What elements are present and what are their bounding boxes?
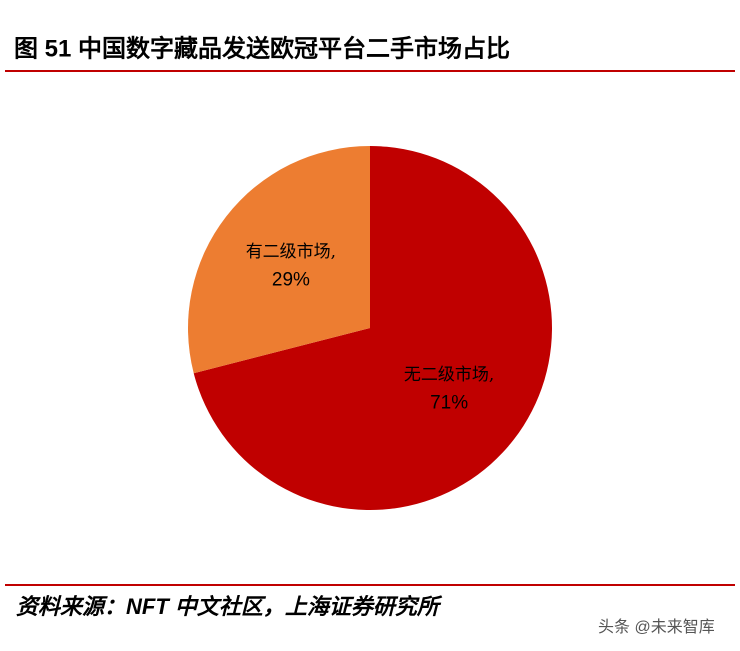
slice-label: 无二级市场, bbox=[404, 365, 494, 385]
slice-value-label: 71% bbox=[430, 392, 468, 413]
slice-value-label: 29% bbox=[272, 270, 310, 291]
source-note: 资料来源：NFT 中文社区，上海证券研究所 bbox=[16, 594, 443, 619]
pie-slice bbox=[188, 146, 370, 374]
watermark: 头条 @未来智库 bbox=[598, 618, 715, 636]
slice-label: 有二级市场, bbox=[246, 242, 336, 262]
pie-slice bbox=[193, 146, 552, 510]
chart-title: 图 51 中国数字藏品发送欧冠平台二手市场占比 bbox=[14, 34, 510, 62]
